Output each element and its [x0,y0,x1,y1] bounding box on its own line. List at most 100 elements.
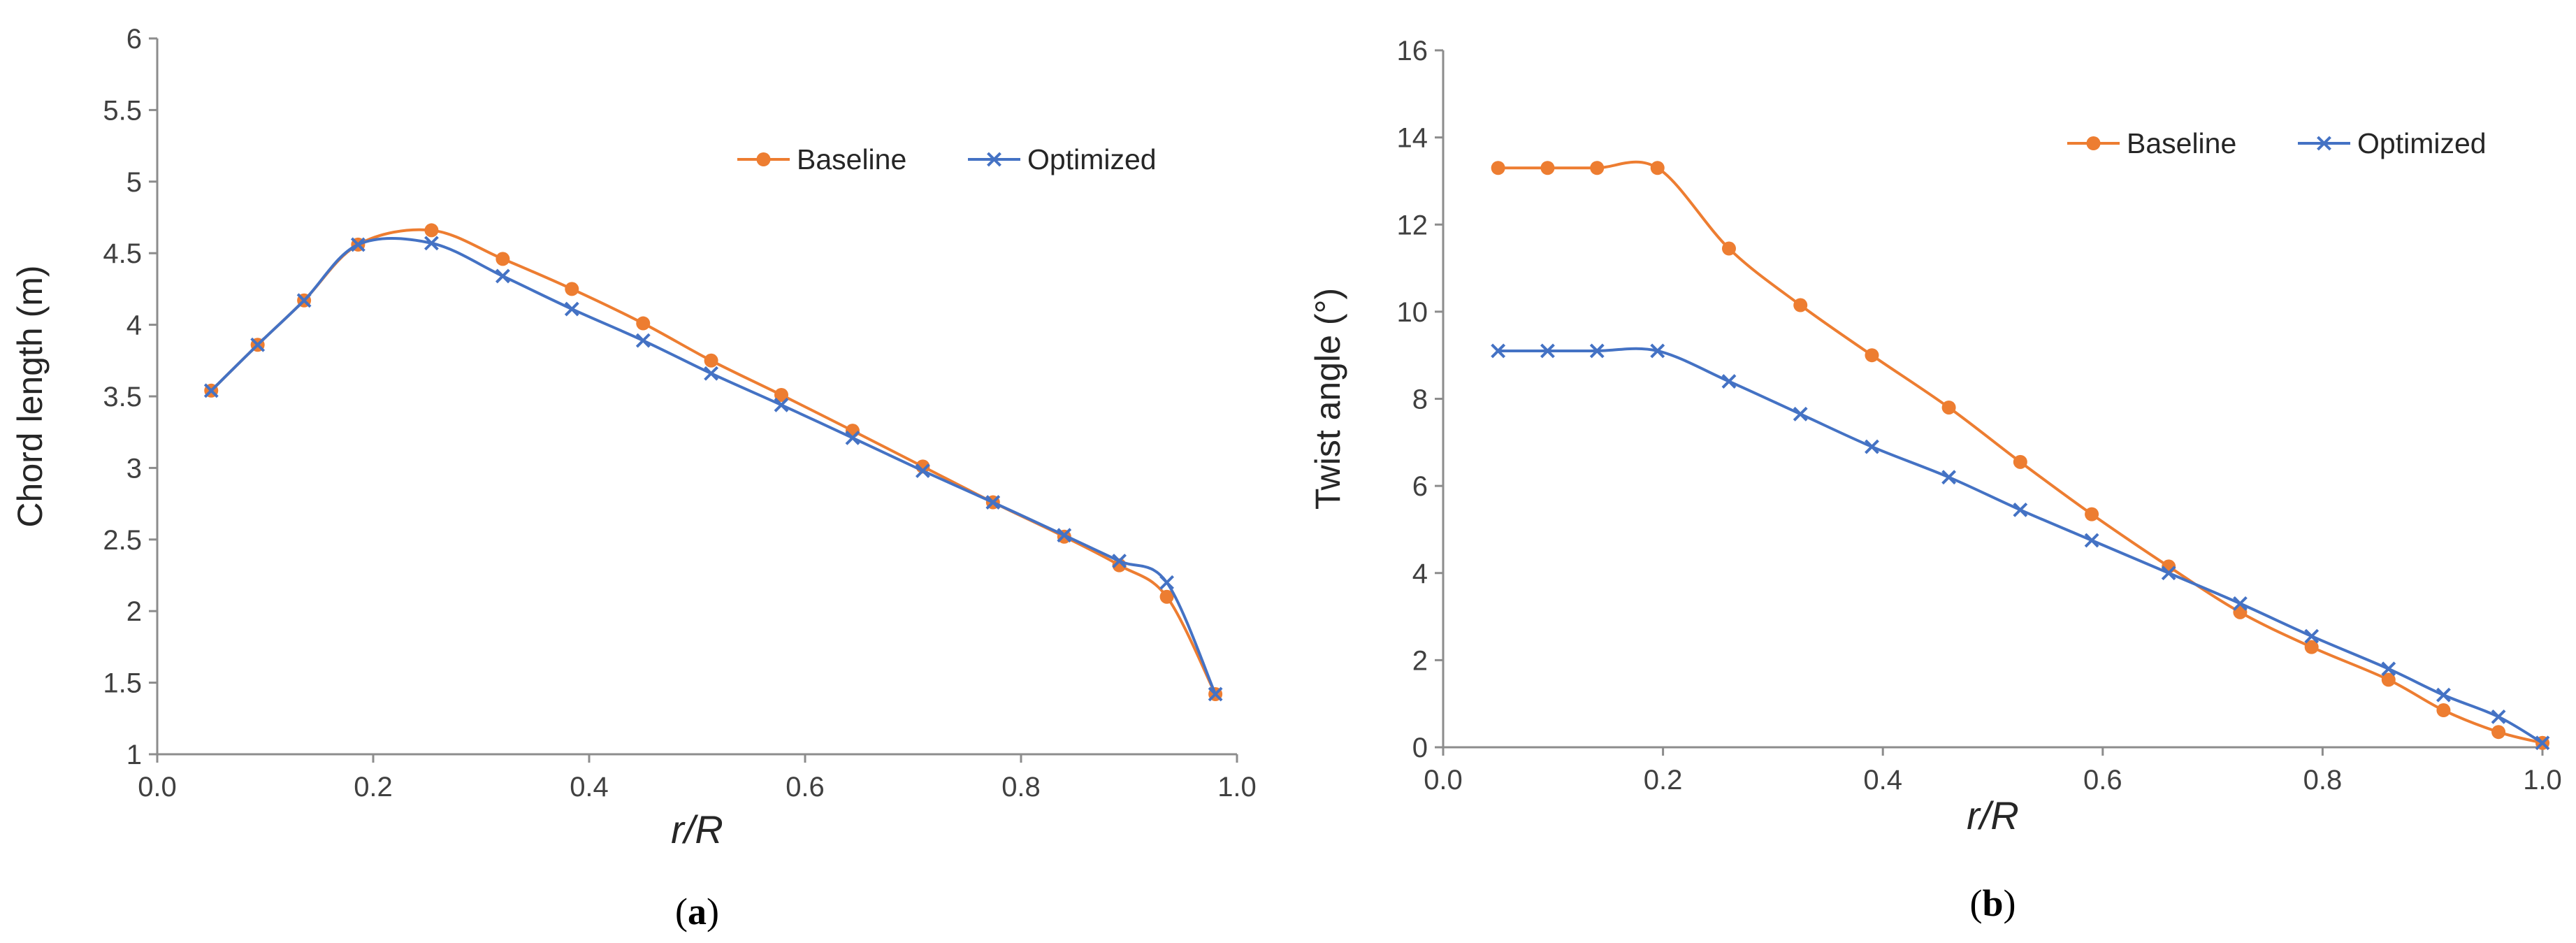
legend-label: Optimized [1027,143,1157,175]
y-tick-label: 2 [1412,645,1428,676]
data-point [2381,672,2396,687]
data-point [1491,161,1505,175]
data-point [1865,439,1879,454]
y-axis-title: Chord length (m) [10,265,50,527]
x-axis-title: r/R [1967,793,2019,837]
data-point [2085,507,2099,521]
x-tick-label: 1.0 [2523,765,2562,796]
legend-marker [2317,136,2331,151]
data-point [704,353,718,368]
y-tick-label: 4 [126,310,142,341]
data-point [2233,596,2248,611]
data-point [1650,343,1665,359]
data-point [1491,343,1506,359]
legend-marker [756,152,771,166]
x-tick-label: 0.4 [570,772,609,802]
data-point [424,223,439,238]
data-point [1589,343,1605,359]
data-point [774,387,789,402]
data-point [495,268,510,284]
legend-entry-baseline: Baseline [2067,127,2236,159]
legend-entry-optimized: Optimized [2298,127,2487,159]
data-point [1721,374,1737,389]
x-tick-label: 0.6 [786,772,825,802]
data-point [1540,343,1555,359]
data-point [915,463,930,478]
data-point [564,301,579,317]
y-tick-label: 2 [126,596,142,627]
panel-label: (b) [1969,882,2016,924]
data-point [565,282,579,296]
data-point [424,236,439,251]
chart-panel-b: 0 2 4 6 8 10 12 14 16 0.0 0.2 0.4 0.6 0.8 1.0 Twist ang… [1308,36,2562,924]
data-point [1159,589,1174,604]
y-tick-label: 5 [126,167,142,198]
data-point [2535,735,2550,751]
legend-label: Baseline [797,143,906,175]
data-point [985,495,1001,510]
y-tick-label: 12 [1397,210,1428,240]
legend-marker [2086,136,2101,150]
data-point [2013,502,2028,517]
series-optimized [1491,343,2550,751]
x-tick-label: 0.0 [1424,765,1463,796]
y-axis-title: Twist angle (°) [1308,288,1347,510]
data-point [2084,533,2099,548]
y-tick-label: 2.5 [103,525,142,556]
legend-entry-baseline: Baseline [737,143,906,175]
legend-label: Baseline [2127,127,2236,159]
data-point [704,366,718,381]
data-point [1793,298,1808,312]
y-tick-label: 1 [126,740,142,770]
y-tick-label: 0 [1412,733,1428,763]
data-point [296,293,312,308]
x-tick-label: 0.2 [354,772,393,802]
y-tick-label: 16 [1397,36,1428,66]
data-point [1540,161,1555,175]
data-point [1208,686,1223,702]
y-tick-label: 1.5 [103,668,142,699]
data-point [2491,709,2506,724]
data-point [2436,687,2451,703]
data-point [1590,161,1605,175]
x-tick-label: 0.0 [138,772,177,802]
y-tick-label: 6 [1412,471,1428,502]
x-tick-label: 0.6 [2083,765,2122,796]
legend-entry-optimized: Optimized [968,143,1157,175]
data-point [636,316,651,331]
data-point [1793,406,1808,422]
x-tick-label: 1.0 [1217,772,1257,802]
y-tick-label: 5.5 [103,95,142,126]
data-point [2436,703,2451,718]
data-point [1112,554,1127,568]
y-tick-label: 3 [126,453,142,484]
y-tick-label: 10 [1397,297,1428,328]
data-point [2491,725,2506,740]
series-line [1498,160,2543,744]
x-tick-label: 0.4 [1863,765,1902,796]
y-tick-label: 4 [1412,559,1428,589]
panel-letter: a [688,891,707,933]
chart-panel-a: 1 1.5 2 2.5 3 3.5 4 4.5 5 5.5 6 0.0 0.2 0.4 0.6 0.8 1.0 C… [10,24,1257,933]
series-line [210,228,1217,695]
series-optimized [203,236,1223,702]
data-point [1941,400,1956,415]
data-point [2304,628,2320,644]
data-point [1159,575,1174,590]
data-point [250,337,266,352]
data-point [1650,161,1665,175]
data-point [2161,566,2176,581]
y-tick-label: 3.5 [103,382,142,412]
data-point [495,252,510,266]
data-point [2304,640,2319,654]
data-point [1941,470,1956,485]
data-point [635,333,651,348]
data-point [845,430,860,445]
panel-label: (a) [675,891,719,933]
x-tick-label: 0.8 [2303,765,2343,796]
data-point [1865,348,1879,363]
data-point [203,383,219,398]
panel-letter: b [1982,882,2003,924]
legend-label: Optimized [2357,127,2487,159]
